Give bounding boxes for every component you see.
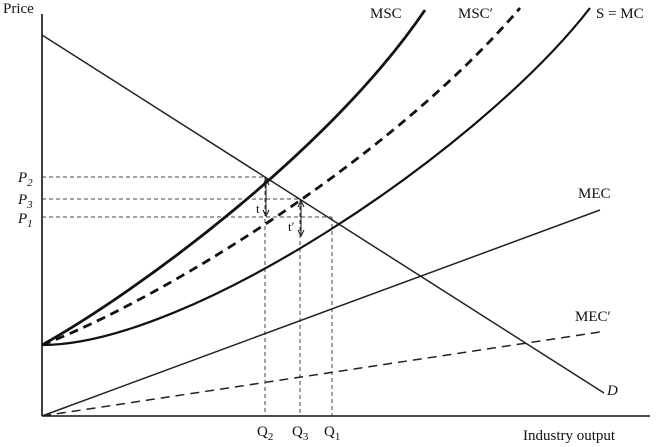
tax-t-arrowhead-bottom xyxy=(262,209,270,218)
tax-t-label: t xyxy=(256,201,260,216)
mec-prime-curve xyxy=(41,331,601,417)
y-axis-label: Price xyxy=(3,1,34,17)
demand-curve xyxy=(41,34,605,394)
msc-prime-curve xyxy=(41,7,522,347)
msc-prime-label: MSC′ xyxy=(458,6,493,22)
price-label-p3: P3 xyxy=(17,192,33,211)
tax-t-arrowhead-top xyxy=(262,177,270,186)
tax-t-prime-label: t′ xyxy=(288,219,295,234)
mec-curve xyxy=(41,209,601,417)
x-axis-label: Industry output xyxy=(523,428,616,444)
msc-label: MSC xyxy=(370,6,402,22)
msc-curve xyxy=(41,9,427,347)
demand-label: D xyxy=(606,383,618,399)
price-label-p1: P1 xyxy=(17,211,33,230)
mec-prime-label: MEC′ xyxy=(575,309,611,325)
mec-label: MEC xyxy=(578,186,611,202)
quantity-label-q2: Q2 xyxy=(257,424,273,443)
supply-mc-curve xyxy=(41,7,591,347)
quantity-label-q1: Q1 xyxy=(324,424,340,443)
tax-t-prime-arrowhead-bottom xyxy=(297,229,305,238)
supply-label: S = MC xyxy=(596,6,644,22)
tax-t-prime-arrowhead-top xyxy=(297,199,305,208)
price-label-p2: P2 xyxy=(17,170,33,189)
quantity-label-q3: Q3 xyxy=(292,424,309,443)
